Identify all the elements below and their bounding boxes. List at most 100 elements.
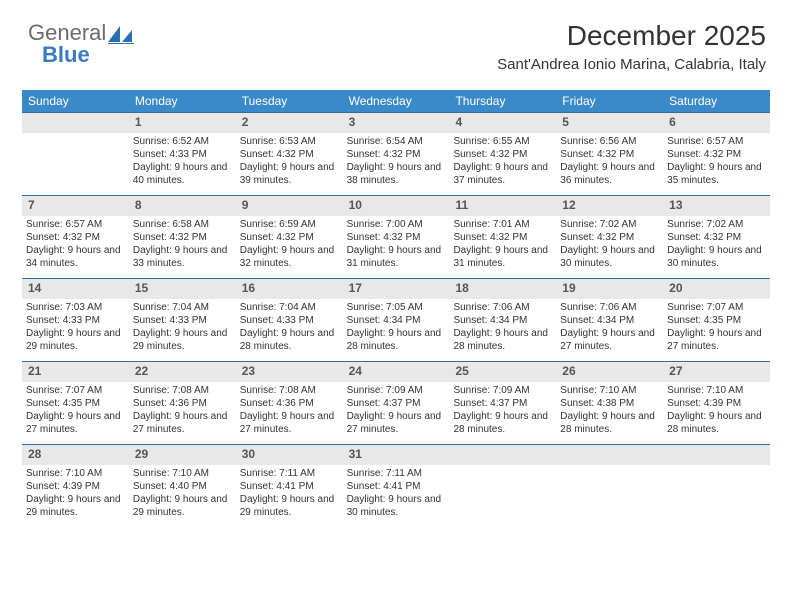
day-content: Sunrise: 7:08 AMSunset: 4:36 PMDaylight:… (236, 382, 343, 442)
sunset-text: Sunset: 4:32 PM (560, 231, 659, 244)
day-number: 31 (343, 445, 450, 465)
day-cell: 29Sunrise: 7:10 AMSunset: 4:40 PMDayligh… (129, 445, 236, 527)
daylight-text: Daylight: 9 hours and 28 minutes. (453, 327, 552, 353)
day-cell: 15Sunrise: 7:04 AMSunset: 4:33 PMDayligh… (129, 279, 236, 361)
week-row: 28Sunrise: 7:10 AMSunset: 4:39 PMDayligh… (22, 444, 770, 527)
day-content: Sunrise: 6:52 AMSunset: 4:33 PMDaylight:… (129, 133, 236, 193)
daylight-text: Daylight: 9 hours and 29 minutes. (240, 493, 339, 519)
day-content: Sunrise: 7:01 AMSunset: 4:32 PMDaylight:… (449, 216, 556, 276)
day-cell: 30Sunrise: 7:11 AMSunset: 4:41 PMDayligh… (236, 445, 343, 527)
day-cell: 17Sunrise: 7:05 AMSunset: 4:34 PMDayligh… (343, 279, 450, 361)
day-number: 5 (556, 113, 663, 133)
day-number: 15 (129, 279, 236, 299)
day-content: Sunrise: 6:56 AMSunset: 4:32 PMDaylight:… (556, 133, 663, 193)
daylight-text: Daylight: 9 hours and 27 minutes. (347, 410, 446, 436)
day-number: 28 (22, 445, 129, 465)
day-number: 7 (22, 196, 129, 216)
day-cell: 27Sunrise: 7:10 AMSunset: 4:39 PMDayligh… (663, 362, 770, 444)
sunset-text: Sunset: 4:32 PM (453, 148, 552, 161)
day-number: 21 (22, 362, 129, 382)
daylight-text: Daylight: 9 hours and 27 minutes. (26, 410, 125, 436)
sunrise-text: Sunrise: 7:02 AM (560, 218, 659, 231)
daylight-text: Daylight: 9 hours and 27 minutes. (667, 327, 766, 353)
day-cell: 19Sunrise: 7:06 AMSunset: 4:34 PMDayligh… (556, 279, 663, 361)
sunrise-text: Sunrise: 7:06 AM (560, 301, 659, 314)
sunset-text: Sunset: 4:34 PM (453, 314, 552, 327)
sunset-text: Sunset: 4:32 PM (26, 231, 125, 244)
sunrise-text: Sunrise: 6:58 AM (133, 218, 232, 231)
day-number: 4 (449, 113, 556, 133)
sunrise-text: Sunrise: 7:11 AM (347, 467, 446, 480)
sunrise-text: Sunrise: 6:55 AM (453, 135, 552, 148)
day-number: 20 (663, 279, 770, 299)
day-content: Sunrise: 7:08 AMSunset: 4:36 PMDaylight:… (129, 382, 236, 442)
week-row: 21Sunrise: 7:07 AMSunset: 4:35 PMDayligh… (22, 361, 770, 444)
daylight-text: Daylight: 9 hours and 29 minutes. (26, 493, 125, 519)
day-content: Sunrise: 6:55 AMSunset: 4:32 PMDaylight:… (449, 133, 556, 193)
day-content: Sunrise: 6:57 AMSunset: 4:32 PMDaylight:… (22, 216, 129, 276)
day-number: 9 (236, 196, 343, 216)
day-cell (556, 445, 663, 527)
logo-sail-icon (108, 24, 134, 42)
week-row: 14Sunrise: 7:03 AMSunset: 4:33 PMDayligh… (22, 278, 770, 361)
day-cell (663, 445, 770, 527)
day-cell: 12Sunrise: 7:02 AMSunset: 4:32 PMDayligh… (556, 196, 663, 278)
daylight-text: Daylight: 9 hours and 29 minutes. (133, 327, 232, 353)
daylight-text: Daylight: 9 hours and 28 minutes. (347, 327, 446, 353)
day-content: Sunrise: 6:57 AMSunset: 4:32 PMDaylight:… (663, 133, 770, 193)
day-cell: 14Sunrise: 7:03 AMSunset: 4:33 PMDayligh… (22, 279, 129, 361)
day-cell: 7Sunrise: 6:57 AMSunset: 4:32 PMDaylight… (22, 196, 129, 278)
day-number: 18 (449, 279, 556, 299)
day-number: 11 (449, 196, 556, 216)
sunset-text: Sunset: 4:33 PM (133, 314, 232, 327)
sunrise-text: Sunrise: 6:52 AM (133, 135, 232, 148)
sunrise-text: Sunrise: 7:03 AM (26, 301, 125, 314)
logo-text-blue: Blue (42, 42, 90, 68)
day-content: Sunrise: 6:58 AMSunset: 4:32 PMDaylight:… (129, 216, 236, 276)
day-content: Sunrise: 7:04 AMSunset: 4:33 PMDaylight:… (129, 299, 236, 359)
day-content: Sunrise: 7:00 AMSunset: 4:32 PMDaylight:… (343, 216, 450, 276)
sunset-text: Sunset: 4:32 PM (240, 148, 339, 161)
daylight-text: Daylight: 9 hours and 31 minutes. (347, 244, 446, 270)
sunrise-text: Sunrise: 7:10 AM (26, 467, 125, 480)
sunrise-text: Sunrise: 6:57 AM (667, 135, 766, 148)
daylight-text: Daylight: 9 hours and 39 minutes. (240, 161, 339, 187)
sunrise-text: Sunrise: 7:10 AM (667, 384, 766, 397)
sunset-text: Sunset: 4:39 PM (667, 397, 766, 410)
daylight-text: Daylight: 9 hours and 29 minutes. (26, 327, 125, 353)
day-number: 2 (236, 113, 343, 133)
sunset-text: Sunset: 4:32 PM (133, 231, 232, 244)
day-number (22, 113, 129, 133)
day-number (556, 445, 663, 465)
day-number: 26 (556, 362, 663, 382)
day-cell: 22Sunrise: 7:08 AMSunset: 4:36 PMDayligh… (129, 362, 236, 444)
week-row: 1Sunrise: 6:52 AMSunset: 4:33 PMDaylight… (22, 112, 770, 195)
day-content (663, 465, 770, 473)
day-number (449, 445, 556, 465)
day-cell: 2Sunrise: 6:53 AMSunset: 4:32 PMDaylight… (236, 113, 343, 195)
sunrise-text: Sunrise: 7:00 AM (347, 218, 446, 231)
day-number: 24 (343, 362, 450, 382)
sunrise-text: Sunrise: 6:54 AM (347, 135, 446, 148)
sunset-text: Sunset: 4:32 PM (453, 231, 552, 244)
day-header-cell: Friday (556, 90, 663, 112)
daylight-text: Daylight: 9 hours and 33 minutes. (133, 244, 232, 270)
day-header-cell: Saturday (663, 90, 770, 112)
day-cell: 9Sunrise: 6:59 AMSunset: 4:32 PMDaylight… (236, 196, 343, 278)
day-cell: 5Sunrise: 6:56 AMSunset: 4:32 PMDaylight… (556, 113, 663, 195)
day-cell (449, 445, 556, 527)
sunset-text: Sunset: 4:35 PM (667, 314, 766, 327)
day-content: Sunrise: 7:02 AMSunset: 4:32 PMDaylight:… (663, 216, 770, 276)
day-number: 23 (236, 362, 343, 382)
sunrise-text: Sunrise: 7:05 AM (347, 301, 446, 314)
day-content: Sunrise: 7:11 AMSunset: 4:41 PMDaylight:… (236, 465, 343, 525)
sunset-text: Sunset: 4:39 PM (26, 480, 125, 493)
daylight-text: Daylight: 9 hours and 30 minutes. (667, 244, 766, 270)
daylight-text: Daylight: 9 hours and 37 minutes. (453, 161, 552, 187)
day-cell: 4Sunrise: 6:55 AMSunset: 4:32 PMDaylight… (449, 113, 556, 195)
daylight-text: Daylight: 9 hours and 28 minutes. (240, 327, 339, 353)
sunset-text: Sunset: 4:33 PM (133, 148, 232, 161)
day-cell: 23Sunrise: 7:08 AMSunset: 4:36 PMDayligh… (236, 362, 343, 444)
calendar: Sunday Monday Tuesday Wednesday Thursday… (22, 90, 770, 527)
header-right: December 2025 Sant'Andrea Ionio Marina, … (497, 20, 766, 73)
